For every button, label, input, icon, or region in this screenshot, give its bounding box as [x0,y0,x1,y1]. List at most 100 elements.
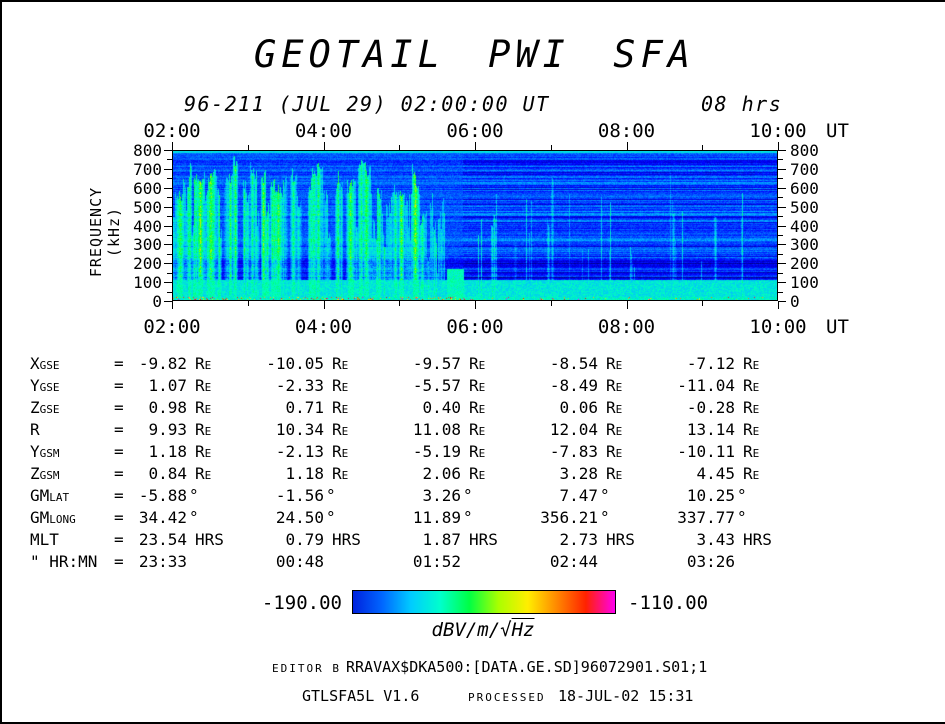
ephemeris-row-label: " HR:MN [30,552,98,571]
unit-re: RE [743,398,760,417]
ephemeris-row: " HR:MN = 23:33 00:48 01:52 02:44 03:26 [2,552,945,574]
unit-re: RE [195,420,212,439]
colorbar-unit-radicand: Hz [511,619,535,641]
y-axis-tick [778,188,786,189]
ephemeris-value: 13.14 [686,420,735,439]
unit-re: RE [743,464,760,483]
y-axis-tick [164,150,172,151]
unit-re-subscript: E [341,469,349,482]
ephemeris-value: 7.47 [559,486,598,505]
ephemeris-value: 3.26 [422,486,461,505]
unit-re: RE [743,442,760,461]
ephemeris-value: 1.87 [422,530,461,549]
program-version-label: GTLSFA5L V1.6 [302,687,420,705]
unit-degree: ° [326,508,336,527]
unit-re-subscript: E [341,403,349,416]
colorbar-unit-label: dBV/m/√Hz [352,619,614,641]
ephemeris-value: 1.18 [148,442,187,461]
unit-re: RE [332,354,349,373]
x-axis-tick [551,301,552,306]
y-tick-label-right: 0 [790,292,800,311]
unit-degree: ° [189,508,199,527]
x-axis-tick [627,142,628,150]
ephemeris-row: ZGSM = 0.84 RE 1.18 RE 2.06 RE 3.28 RE 4.45 RE [2,464,945,486]
processed-label: PROCESSED [468,691,546,704]
ephemeris-value: -8.54 [549,354,598,373]
ephemeris-row-label-subscript: GSE [39,403,60,416]
x-tick-label-bottom: 04:00 [294,316,353,338]
equals-sign: = [114,398,124,417]
y-axis-tick [164,169,172,170]
unit-re: RE [606,420,623,439]
ephemeris-value: -5.88 [138,486,187,505]
ephemeris-row: GMLONG = 34.42 ° 24.50 ° 11.89 ° 356.21 ° 337.77 ° [2,508,945,530]
unit-re-subscript: E [752,469,760,482]
unit-re-subscript: E [204,425,212,438]
x-axis-tick [778,142,779,150]
x-tick-label-bottom: 02:00 [143,316,201,338]
ephemeris-value: 10.25 [686,486,735,505]
ephemeris-value: -1.56 [275,486,324,505]
unit-re: RE [332,442,349,461]
ephemeris-value: -0.28 [686,398,735,417]
ephemeris-value: 34.42 [138,508,187,527]
ephemeris-row-label: YGSE [30,376,60,395]
ephemeris-value: 11.08 [412,420,461,439]
y-tick-label-right: 300 [790,235,819,255]
y-tick-label-right: 700 [790,159,819,179]
equals-sign: = [114,464,124,483]
x-axis-tick [702,301,703,306]
ephemeris-value: 3.28 [559,464,598,483]
ephemeris-row-label-subscript: GSE [39,359,60,372]
x-axis-tick [475,301,476,309]
ephemeris-value: 00:48 [275,552,324,571]
x-tick-label-top: 02:00 [143,120,201,142]
ephemeris-value: -2.13 [275,442,324,461]
unit-re: RE [332,420,349,439]
unit-re-subscript: E [204,469,212,482]
ephemeris-value: 0.98 [148,398,187,417]
unit-re-subscript: E [478,425,486,438]
plot-title: GEOTAIL PWI SFA [253,33,696,76]
y-axis-tick [164,282,172,283]
unit-hrs: HRS [606,530,635,549]
start-time-label: 96-211 (JUL 29) 02:00:00 UT [184,92,550,116]
ephemeris-value: 24.50 [275,508,324,527]
unit-re-subscript: E [615,425,623,438]
ephemeris-value: 337.77 [677,508,735,527]
unit-re-subscript: E [478,447,486,460]
ephemeris-value: 12.04 [549,420,598,439]
unit-re: RE [469,420,486,439]
unit-degree: ° [737,486,747,505]
ephemeris-table: XGSE = -9.82 RE -10.05 RE -9.57 RE -8.54 RE -7.12 R… [2,354,945,578]
y-axis-tick [164,188,172,189]
unit-hrs: HRS [743,530,772,549]
ephemeris-value: 0.71 [285,398,324,417]
y-axis-label: FREQUENCY (kHz) [87,186,123,278]
ephemeris-row-label: XGSE [30,354,60,373]
y-axis-tick [778,254,783,255]
y-axis-tick [778,301,786,302]
y-axis-tick [778,169,786,170]
unit-re-subscript: E [341,447,349,460]
ephemeris-value: -2.33 [275,376,324,395]
x-axis-tick [627,301,628,309]
equals-sign: = [114,420,124,439]
unit-re: RE [469,376,486,395]
ephemeris-value: 0.40 [422,398,461,417]
unit-re-subscript: E [341,381,349,394]
unit-degree: ° [189,486,199,505]
unit-re-subscript: E [752,359,760,372]
unit-re-subscript: E [341,425,349,438]
y-axis-tick [778,244,786,245]
y-axis-tick [778,226,786,227]
ephemeris-value: -5.19 [412,442,461,461]
unit-hrs: HRS [332,530,361,549]
unit-re-subscript: E [615,447,623,460]
ephemeris-value: 9.93 [148,420,187,439]
unit-re-subscript: E [341,359,349,372]
unit-re-subscript: E [615,469,623,482]
y-axis-tick [164,263,172,264]
unit-re: RE [469,464,486,483]
